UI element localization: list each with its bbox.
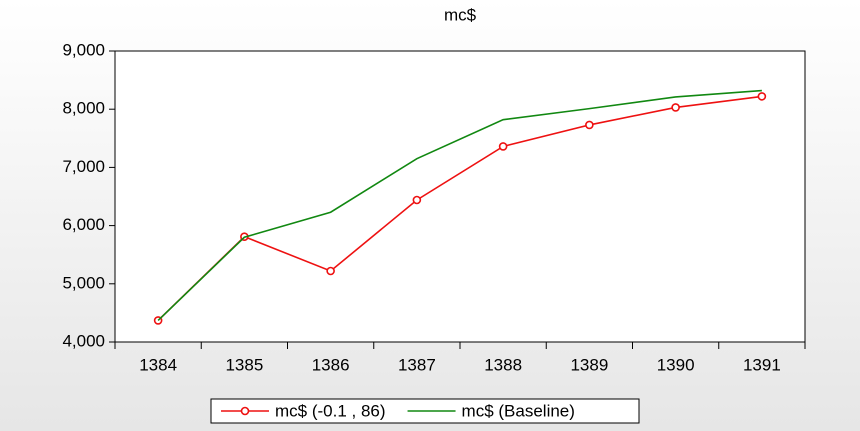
x-tick-label: 1387: [398, 355, 436, 374]
chart-title: mc$: [444, 5, 477, 24]
point: [326, 266, 335, 276]
y-tick-label: 6,000: [62, 215, 105, 234]
x-tick-label: 1384: [139, 355, 177, 374]
point: [412, 195, 422, 205]
x-tick-label: 1386: [312, 355, 350, 374]
y-tick-label: 4,000: [62, 331, 105, 350]
x-tick-label: 1388: [484, 355, 522, 374]
point: [671, 103, 680, 112]
series-line: [157, 89, 762, 322]
y-tick-label: 9,000: [62, 40, 105, 59]
y-tick-label: 5,000: [62, 273, 105, 292]
point: [585, 120, 594, 130]
x-tick-label: 1391: [743, 355, 781, 374]
point: [757, 92, 767, 101]
x-tick-label: 1389: [570, 355, 608, 374]
x-tick-label: 1390: [657, 355, 695, 374]
legend-marker: [240, 406, 250, 416]
point: [498, 142, 508, 151]
x-tick-label: 1385: [225, 355, 263, 374]
plot-area: [114, 50, 806, 343]
y-tick-label: 7,000: [62, 157, 105, 176]
legend-label: mc$ (-0.1 , 86): [275, 401, 386, 420]
legend-box: [210, 398, 640, 424]
y-tick-label: 8,000: [62, 99, 105, 118]
series-line: [157, 95, 762, 322]
legend-label: mc$ (Baseline): [462, 401, 575, 420]
